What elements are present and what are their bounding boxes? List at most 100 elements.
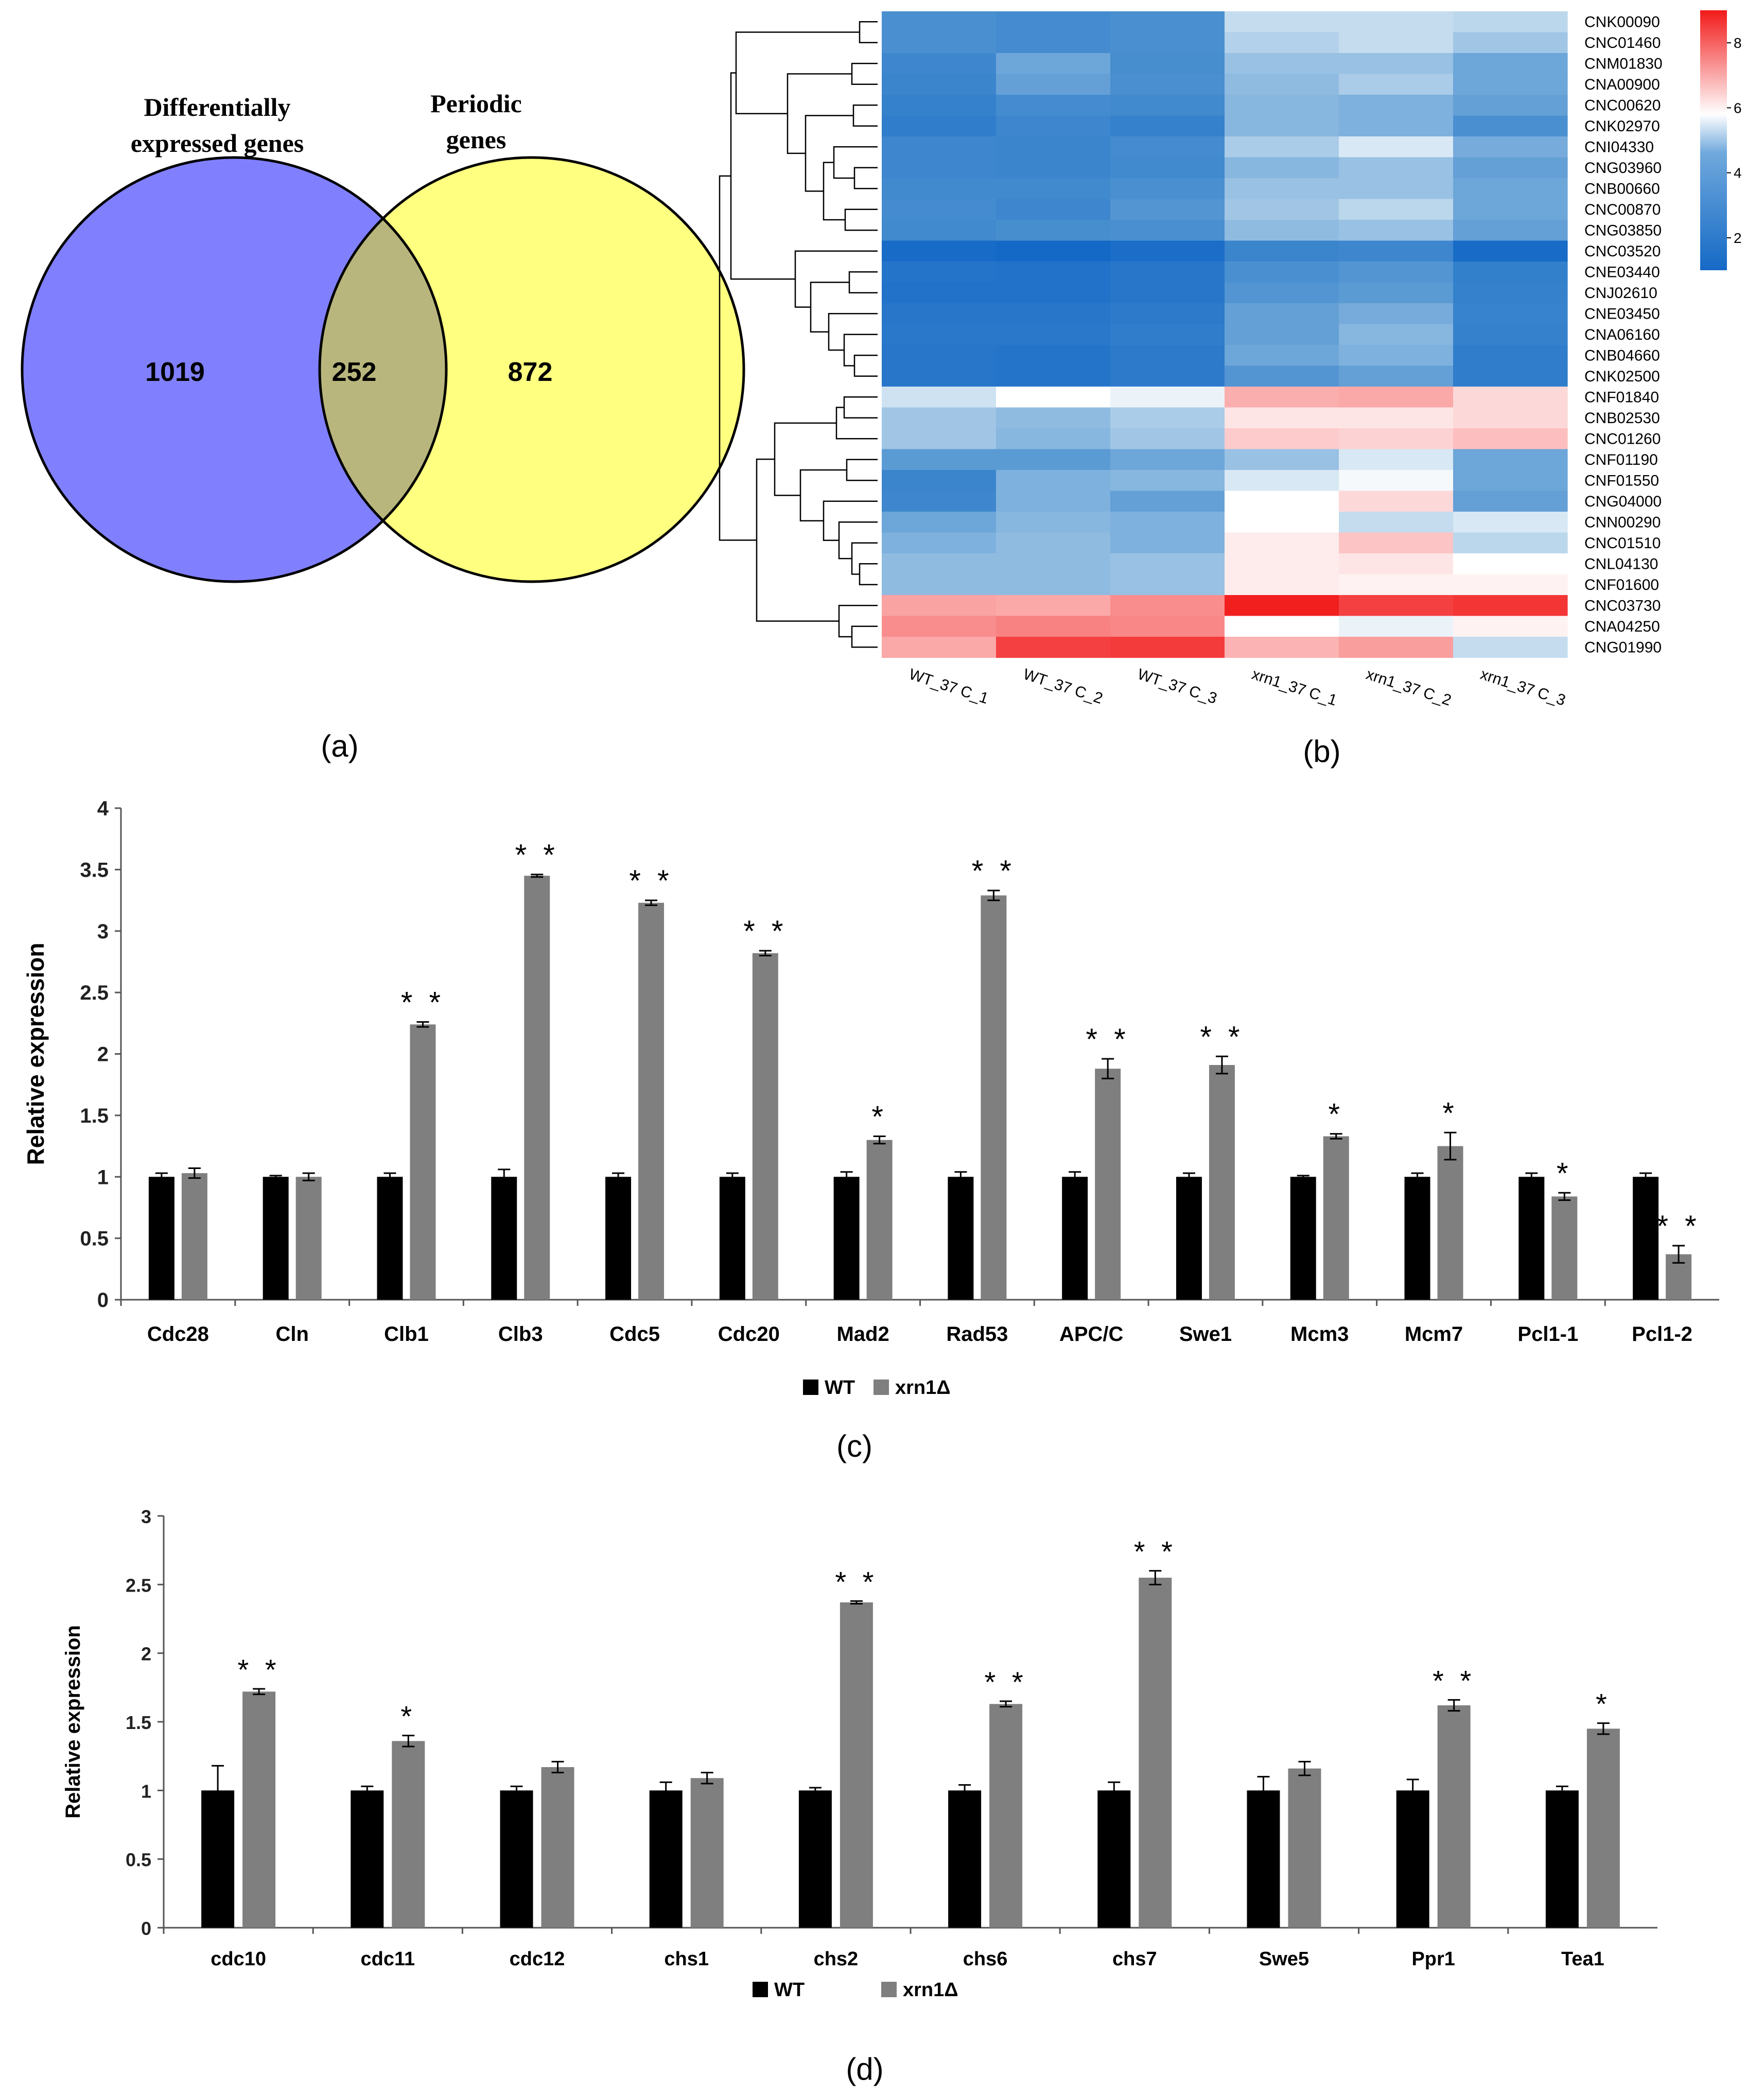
heatmap-cell <box>996 387 1111 408</box>
dendrogram-link <box>823 500 878 541</box>
heatmap-cell <box>1110 512 1225 533</box>
significance-marker: * * <box>401 986 445 1019</box>
significance-marker: * <box>871 1100 887 1133</box>
heatmap-cell <box>1225 428 1339 450</box>
heatmap-cell <box>1225 574 1339 596</box>
dendrogram-link <box>833 146 878 179</box>
heatmap-cell <box>1225 532 1339 554</box>
heatmap-gene-label: CNG04000 <box>1584 493 1662 510</box>
heatmap-sample-label: WT_37 C_3 <box>1136 666 1219 707</box>
heatmap-sample-labels: WT_37 C_1 WT_37 C_2 WT_37 C_3 xrn1_37 C_1 xr… <box>907 666 1568 709</box>
colorbar-tick-label: 8 <box>1734 35 1742 51</box>
heatmap-cell <box>996 470 1111 492</box>
heatmap-cell <box>996 428 1111 450</box>
heatmap-cell <box>1453 553 1568 575</box>
heatmap-cell <box>1225 240 1339 262</box>
heatmap-cell <box>996 74 1111 95</box>
heatmap-cell <box>996 324 1111 345</box>
heatmap-cell <box>1225 303 1339 325</box>
venn-right-title-line1: Periodic <box>430 89 522 118</box>
bar-xrn1Δ <box>981 895 1007 1300</box>
heatmap-cell <box>1110 574 1225 596</box>
dendrogram-link <box>859 563 878 585</box>
bar-xrn1Δ <box>524 876 550 1300</box>
heatmap-cell <box>882 74 997 95</box>
heatmap-gene-label: CNG01990 <box>1584 639 1662 656</box>
heatmap-cell <box>882 220 997 241</box>
bar-WT <box>1396 1790 1429 1928</box>
heatmap-cell <box>996 616 1111 637</box>
heatmap-cell <box>1110 387 1225 408</box>
heatmap-gene-label: CNN00290 <box>1584 514 1661 531</box>
heatmap-gene-label: CNA06160 <box>1584 326 1660 343</box>
x-tick-label: Cln <box>275 1323 308 1346</box>
heatmap-cell <box>1339 136 1454 158</box>
bar-xrn1Δ <box>1139 1578 1172 1928</box>
x-tick-label: cdc11 <box>360 1948 415 1970</box>
heatmap-cell <box>882 115 997 137</box>
heatmap-cell <box>1453 282 1568 304</box>
heatmap-cell <box>1110 470 1225 492</box>
significance-marker: * * <box>629 864 673 898</box>
chart-d: 0 0.5 1 1.5 2 2.5 3 Relative expression cdc10 * *… <box>62 1506 1657 2086</box>
legend-swatch <box>753 1982 768 1997</box>
heatmap-cell <box>1339 449 1454 470</box>
legend-label: xrn1Δ <box>903 1979 958 2001</box>
bar-xrn1Δ <box>181 1173 207 1300</box>
y-tick-label: 1.5 <box>80 1105 109 1127</box>
bar-WT <box>948 1790 982 1928</box>
heatmap-gene-label: CNA00900 <box>1584 76 1660 93</box>
heatmap-cell <box>1110 115 1225 137</box>
heatmap-cell <box>882 637 997 658</box>
heatmap-cell <box>1453 470 1568 492</box>
bar-xrn1Δ <box>1323 1136 1349 1300</box>
heatmap-cell <box>1110 616 1225 637</box>
significance-marker: * * <box>972 854 1016 888</box>
bar-xrn1Δ <box>1586 1729 1620 1928</box>
heatmap-gene-label: CNC00620 <box>1584 97 1661 114</box>
heatmap-cell <box>1225 365 1339 387</box>
heatmap-cell <box>882 387 997 408</box>
significance-marker: * <box>1442 1096 1458 1130</box>
x-tick-label: Mcm3 <box>1290 1323 1349 1346</box>
heatmap-cell <box>1110 407 1225 429</box>
heatmap-cell <box>1453 637 1568 658</box>
x-tick-label: Clb3 <box>498 1323 543 1346</box>
heatmap-cell <box>996 199 1111 220</box>
heatmap-cell <box>882 240 997 262</box>
heatmap-cell <box>1110 428 1225 450</box>
venn-left-count: 1019 <box>145 357 205 387</box>
legend-swatch <box>874 1380 889 1395</box>
bar-WT <box>1633 1177 1659 1300</box>
heatmap-gene-label: CNC03730 <box>1584 597 1661 614</box>
legend-swatch <box>803 1380 818 1395</box>
heatmap-cell <box>1110 178 1225 200</box>
x-tick-label: Pcl1-1 <box>1517 1323 1578 1346</box>
x-tick-label: Mad2 <box>836 1323 889 1346</box>
heatmap-gene-label: CNC01510 <box>1584 535 1661 552</box>
heatmap-cell <box>1453 387 1568 408</box>
heatmap-cell <box>1453 115 1568 137</box>
heatmap-cell <box>996 115 1111 137</box>
heatmap-cell <box>1225 74 1339 95</box>
dendrogram-link <box>843 334 878 366</box>
heatmap-cell <box>1110 32 1225 54</box>
heatmap-gene-label: CNM01830 <box>1584 55 1663 72</box>
heatmap-gene-label: CNC01260 <box>1584 430 1661 447</box>
heatmap-gene-label: CNL04130 <box>1584 555 1658 572</box>
heatmap-cell <box>882 32 997 54</box>
y-tick-label: 1 <box>97 1166 109 1189</box>
heatmap-cell <box>1339 303 1454 325</box>
heatmap-cell <box>882 199 997 220</box>
heatmap-cell <box>1339 240 1454 262</box>
heatmap-cell <box>1110 157 1225 179</box>
venn-left-title-line2: expressed genes <box>131 129 304 158</box>
y-tick-label: 3.5 <box>80 859 109 881</box>
bar-WT <box>1247 1790 1280 1928</box>
heatmap-cell <box>1110 637 1225 658</box>
heatmap-cell <box>1225 616 1339 637</box>
y-axis-label: Relative expression <box>62 1625 84 1819</box>
x-tick-label: Cdc20 <box>718 1323 780 1346</box>
heatmap-cell <box>882 345 997 366</box>
x-tick-label: Cdc28 <box>147 1323 209 1346</box>
